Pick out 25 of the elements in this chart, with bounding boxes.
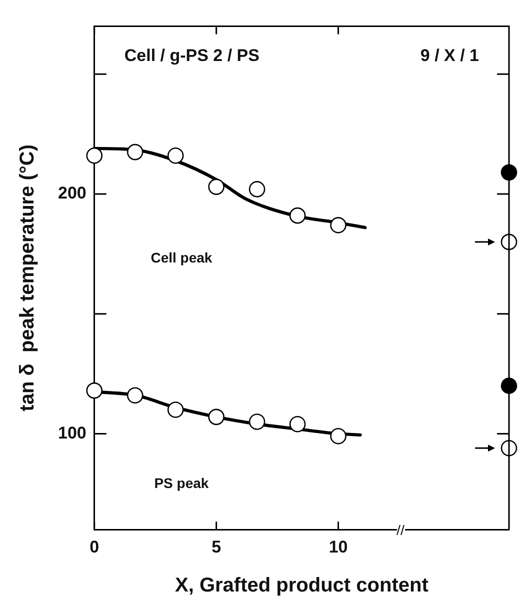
point (126, 144, 144, 160)
point (330, 217, 346, 234)
point (208, 408, 224, 426)
annotation: Cell peak (150, 250, 212, 266)
x-axis-title: X, Grafted product content (175, 574, 429, 597)
text: 9 / X / 1 (420, 46, 479, 65)
y-tick-label: 100 (58, 423, 86, 442)
x-tick-label: 5 (212, 537, 222, 556)
point (86, 147, 103, 164)
point (167, 402, 184, 418)
annotation: PS peak (154, 474, 209, 491)
x-tick-label: 10 (328, 537, 348, 556)
point (248, 414, 266, 430)
point (289, 207, 306, 224)
point (289, 416, 306, 432)
point (86, 382, 103, 399)
point (248, 181, 266, 198)
point (208, 178, 224, 195)
y-tick-label: 200 (58, 184, 86, 203)
y-axis-title: tan δ peak temperature (°C) (16, 144, 39, 412)
text: Cell / g-PS 2 / PS (124, 46, 260, 65)
point (330, 428, 346, 444)
point (167, 147, 184, 164)
point (126, 387, 144, 404)
x-tick-label: 0 (90, 537, 100, 556)
